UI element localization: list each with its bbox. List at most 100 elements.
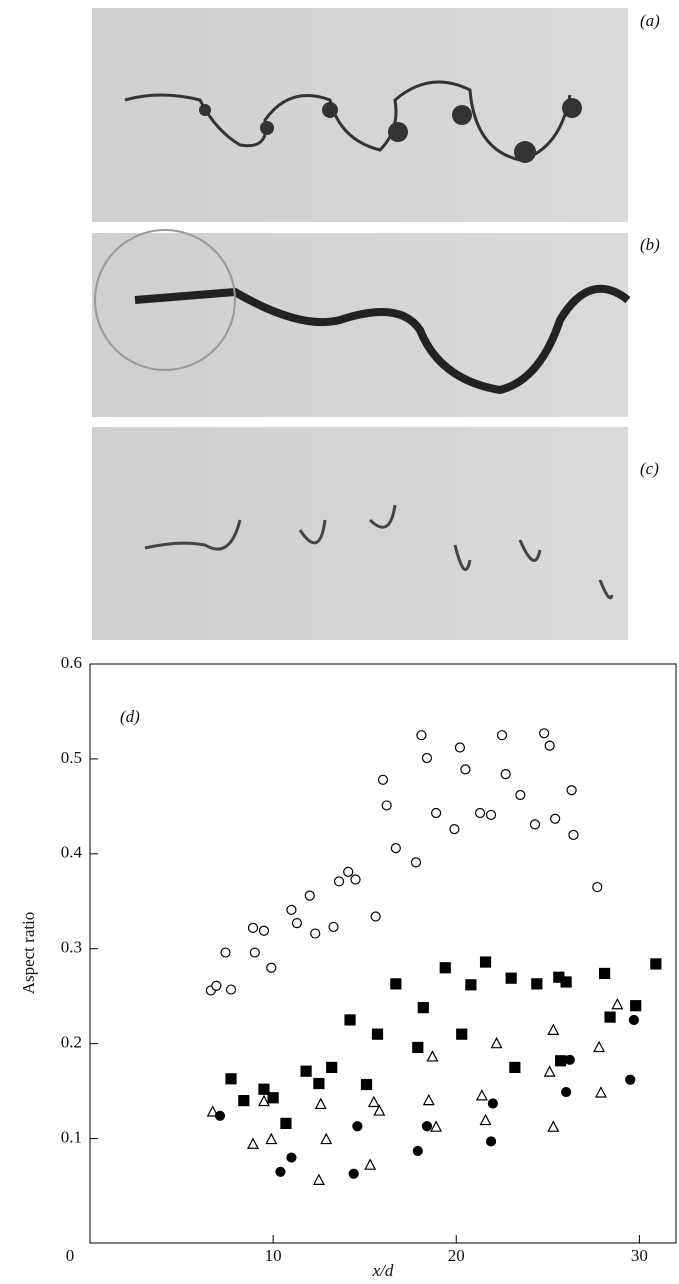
point [555,1055,567,1067]
point [515,789,526,801]
point [352,1121,363,1132]
point [490,1036,503,1049]
point [465,979,477,991]
point [211,980,222,991]
point [390,978,402,990]
point [485,1136,497,1147]
point [266,962,277,973]
point [417,1002,429,1014]
point [422,1093,435,1106]
x-tick-label: 10 [265,1246,282,1265]
point [460,764,471,775]
point [430,1120,443,1132]
point [456,1028,468,1040]
point [544,740,555,751]
point [630,1000,642,1012]
point [628,1014,639,1026]
point [373,1104,386,1116]
y-tick-label: 0.5 [61,748,82,767]
point [496,730,508,741]
point [257,1094,270,1107]
point [225,984,237,995]
point [249,947,260,958]
point [611,997,624,1010]
point [564,1054,575,1065]
point [479,1113,492,1126]
y-tick-label: 0.6 [61,653,82,672]
y-axis-label: Aspect ratio [19,912,38,995]
y-tick-label: 0.3 [61,938,82,957]
point [505,972,517,984]
point [246,1137,259,1149]
point [410,857,422,868]
y-tick-label: 0.4 [61,843,83,862]
point [485,809,497,821]
point [286,904,297,915]
point [206,1105,219,1117]
point [310,928,321,939]
point [568,829,579,840]
point [421,1121,433,1132]
point [594,1086,607,1098]
y-tick-label: 0.1 [61,1127,82,1146]
point [412,1041,424,1054]
point [531,978,543,990]
point [439,962,451,974]
point [314,1097,327,1110]
panel-label: (c) [640,459,659,478]
point [593,1040,606,1053]
point [267,1092,279,1104]
point [561,1086,572,1098]
point [291,918,303,929]
plot-frame [89,663,677,1244]
point [367,1095,380,1108]
point [326,1061,338,1074]
x-tick-label: 0 [66,1246,75,1265]
point [487,1098,498,1109]
point [592,881,603,893]
photo-c [92,427,628,640]
point [286,1152,297,1163]
point [550,813,561,824]
point [416,730,427,741]
point [225,1073,237,1085]
point [300,1065,312,1077]
point [431,807,442,819]
point [360,1078,373,1091]
point [421,752,433,764]
point [320,1132,333,1145]
point [479,956,492,968]
point [304,890,315,901]
x-tick-label: 30 [631,1246,648,1265]
point [364,1158,377,1170]
point [214,1110,226,1121]
panel-label: (d) [120,707,140,726]
point [390,843,401,854]
point [500,769,511,780]
point [426,1050,439,1062]
point [275,1166,286,1177]
panel-label: (a) [640,11,660,30]
point [377,774,389,785]
point [560,976,572,988]
point [381,800,392,811]
point [547,1023,560,1035]
point [509,1061,521,1074]
point [529,819,541,830]
point [543,1065,556,1077]
point [650,958,662,970]
point [328,921,339,933]
panel-label: (b) [640,235,660,254]
point [412,1145,423,1157]
point [547,1120,560,1132]
point [312,1173,325,1185]
point [265,1132,278,1145]
point [370,911,381,922]
point [344,1014,356,1026]
point [454,742,466,753]
point [475,1089,488,1101]
point [604,1011,616,1023]
point [598,967,611,980]
